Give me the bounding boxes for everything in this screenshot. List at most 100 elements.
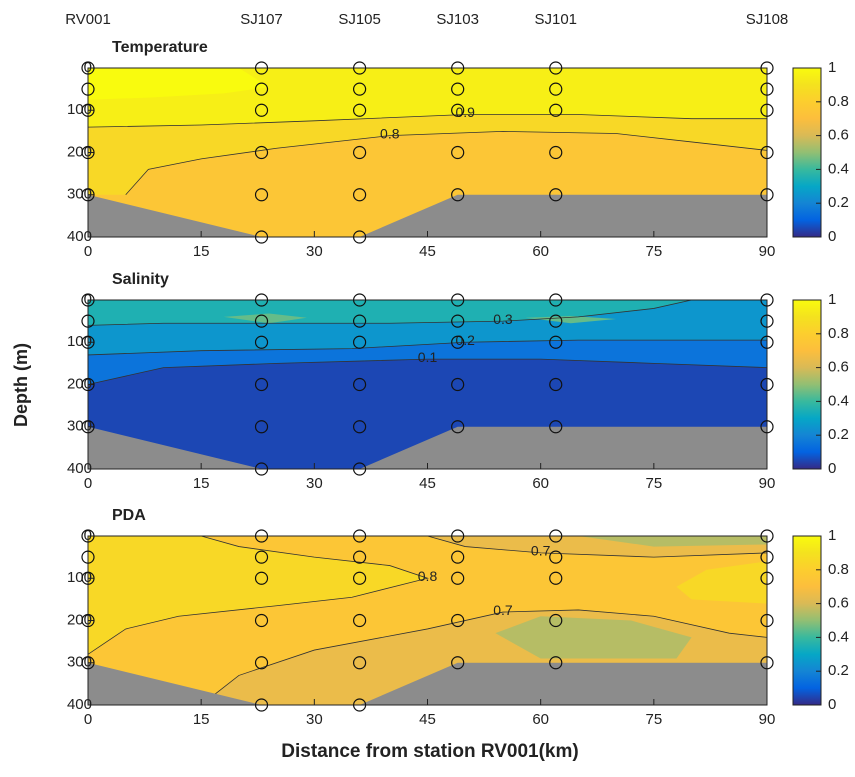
x-tick-label: 0 [84, 711, 92, 728]
colorbar-tick-label: 0.2 [828, 194, 849, 211]
sample-point [451, 656, 465, 670]
contour-label: 0.3 [493, 311, 513, 327]
sample-point [451, 420, 465, 434]
sample-point [353, 571, 367, 585]
sample-point [353, 188, 367, 202]
sample-point [451, 377, 465, 392]
sample-point [353, 462, 367, 476]
contour-line [88, 536, 429, 655]
y-tick-label: 400 [67, 696, 92, 713]
sample-point [254, 656, 269, 670]
station-label: SJ107 [240, 11, 283, 28]
sample-point [254, 314, 269, 328]
sample-point [549, 571, 563, 585]
plot-area: 0.8 0.7 0.7 [88, 536, 767, 705]
sample-point [353, 314, 367, 328]
contour-line [88, 339, 767, 356]
sample-point [254, 550, 269, 564]
x-tick-label: 75 [645, 243, 662, 260]
sample-point [353, 293, 367, 307]
contour-line [88, 300, 692, 326]
colorbar-tick-label: 0 [828, 228, 836, 245]
sample-point [549, 550, 563, 564]
sample-point [760, 377, 774, 392]
sample-point [353, 335, 367, 349]
x-tick-label: 30 [306, 711, 323, 728]
y-tick-label: 0 [84, 527, 92, 544]
sample-point [549, 61, 563, 75]
sample-point [81, 293, 95, 307]
sample-point [549, 420, 563, 434]
y-axis-label: Depth (m) [11, 343, 31, 427]
sample-point [254, 377, 269, 392]
sample-point [81, 188, 95, 202]
x-tick-label: 45 [419, 711, 436, 728]
x-tick-label: 15 [193, 475, 210, 492]
colorbar-tick-label: 0 [828, 460, 836, 477]
colorbar-tick-label: 1 [828, 59, 836, 76]
sample-point [451, 145, 465, 160]
contour-fill [223, 313, 307, 324]
y-tick-label: 300 [67, 186, 92, 203]
sample-point [81, 529, 95, 543]
colorbar-tick-label: 0 [828, 696, 836, 713]
sample-point [254, 698, 269, 712]
sample-point [254, 61, 269, 75]
contour-line [200, 609, 767, 705]
y-tick-label: 0 [84, 59, 92, 76]
y-tick-label: 100 [67, 569, 92, 586]
colorbar-tick-label: 0.6 [828, 595, 849, 612]
sample-point [451, 571, 465, 585]
sample-point [353, 145, 367, 160]
panel-title: Temperature [112, 39, 208, 56]
sample-point [549, 145, 563, 160]
colorbar-tick-label: 0.4 [828, 160, 849, 177]
colorbar-tick-label: 0.2 [828, 426, 849, 443]
contour-line [427, 536, 767, 558]
sample-point [254, 145, 269, 160]
y-tick-label: 200 [67, 143, 92, 160]
sample-point [760, 188, 774, 202]
contour-label: 0.8 [380, 125, 400, 141]
colorbar [792, 67, 822, 238]
sample-point [353, 698, 367, 712]
sample-point [254, 613, 269, 628]
sample-point [451, 550, 465, 564]
sample-point [81, 420, 95, 434]
x-tick-label: 45 [419, 243, 436, 260]
colorbar-tick-label: 0.8 [828, 561, 849, 578]
sample-point [353, 377, 367, 392]
sample-point [549, 82, 563, 96]
y-tick-label: 100 [67, 101, 92, 118]
sample-point [254, 420, 269, 434]
sample-point [81, 335, 95, 349]
sample-point [451, 314, 465, 328]
sample-point [81, 103, 95, 117]
sample-point [451, 61, 465, 75]
sample-point [353, 656, 367, 670]
y-tick-label: 200 [67, 375, 92, 392]
sample-point [549, 377, 563, 392]
x-tick-label: 30 [306, 243, 323, 260]
sample-point [353, 529, 367, 543]
plot-area: 0.3 0.2 0.1 [88, 300, 767, 469]
contour-label: 0.9 [455, 104, 475, 120]
x-tick-label: 60 [532, 475, 549, 492]
sample-point [353, 550, 367, 564]
sample-point [254, 529, 269, 543]
sample-point [353, 230, 367, 244]
station-label: SJ101 [534, 11, 577, 28]
x-tick-label: 60 [532, 243, 549, 260]
sample-point [81, 550, 95, 564]
y-tick-label: 300 [67, 418, 92, 435]
sample-point [254, 82, 269, 96]
seafloor [88, 426, 767, 469]
sample-point [549, 103, 563, 117]
seafloor [88, 194, 767, 237]
sample-point [451, 103, 465, 117]
sample-point [760, 61, 774, 75]
sample-point [760, 103, 774, 117]
colorbar [792, 299, 822, 470]
colorbar-tick-label: 0.6 [828, 359, 849, 376]
